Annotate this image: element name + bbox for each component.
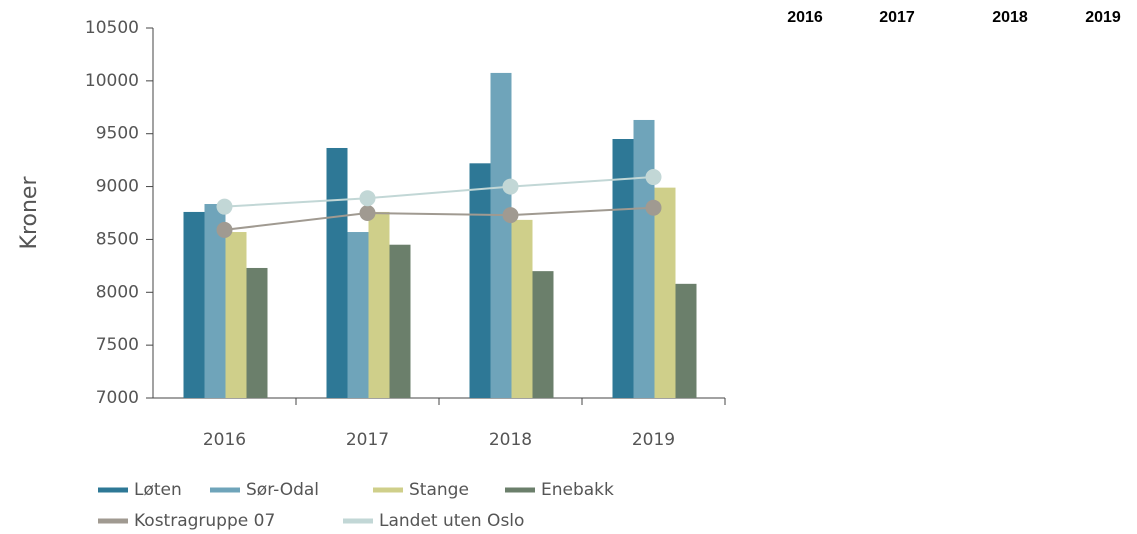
legend-label: Enebakk [541, 480, 614, 500]
x-tick-label: 2017 [346, 430, 389, 450]
table-header: 2019 [1085, 9, 1121, 26]
y-tick-label: 9500 [96, 124, 139, 144]
bar [225, 232, 247, 398]
line-marker [216, 198, 233, 215]
x-tick-label: 2019 [632, 430, 675, 450]
legend-label: Sør-Odal [246, 480, 319, 500]
legend-swatch [210, 487, 240, 493]
table-header: 2016 [787, 9, 823, 26]
bar [204, 204, 226, 398]
table-header: 2018 [992, 9, 1028, 26]
y-axis-label: Kroner [17, 176, 42, 250]
line-marker [359, 205, 376, 221]
bar [389, 244, 411, 398]
legend-swatch [343, 518, 373, 524]
line-marker [216, 221, 233, 238]
legend-label: Stange [409, 480, 469, 500]
bar [326, 147, 348, 398]
bar [633, 119, 655, 398]
table-header: 2017 [879, 9, 915, 26]
legend-swatch [98, 518, 128, 524]
legend-label: Løten [134, 480, 182, 500]
legend-swatch [373, 487, 403, 493]
line [224, 176, 654, 208]
line [224, 206, 654, 231]
legend-label: Kostragruppe 07 [134, 511, 275, 531]
line-marker [645, 169, 662, 186]
bar [675, 283, 697, 398]
bar [183, 211, 205, 398]
y-tick-label: 7500 [96, 335, 139, 355]
y-tick-label: 8000 [96, 282, 139, 302]
bar [654, 187, 676, 398]
bar [347, 232, 369, 398]
bar [612, 139, 634, 398]
bar [469, 163, 491, 398]
line-marker [502, 178, 519, 195]
y-tick-label: 7000 [96, 388, 139, 408]
legend-label: Landet uten Oslo [379, 511, 524, 531]
line-marker [645, 199, 662, 216]
bar [532, 271, 554, 398]
legend-swatch [98, 487, 128, 493]
line-marker [359, 190, 376, 207]
y-tick-label: 8500 [96, 229, 139, 249]
bar [490, 72, 512, 398]
bar [511, 219, 533, 398]
line-marker [502, 207, 519, 224]
bar [368, 211, 390, 398]
x-tick-label: 2016 [203, 430, 246, 450]
x-tick-label: 2018 [489, 430, 532, 450]
legend-swatch [505, 487, 535, 493]
y-tick-label: 10000 [85, 71, 139, 91]
y-tick-label: 9000 [96, 177, 139, 197]
y-tick-label: 10500 [85, 18, 139, 38]
bar [246, 267, 268, 398]
